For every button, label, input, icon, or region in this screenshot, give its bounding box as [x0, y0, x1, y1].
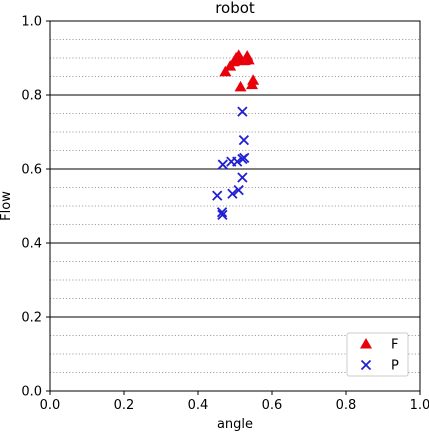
data-point-triangle	[234, 80, 247, 92]
x-tick-label: 0.4	[188, 398, 209, 413]
legend-marker-triangle	[360, 338, 372, 349]
data-point-x	[237, 172, 248, 183]
data-points	[212, 49, 260, 221]
x-tick-label: 0.0	[40, 398, 61, 413]
legend-label: F	[391, 338, 398, 353]
data-point-x	[226, 156, 237, 167]
plot-frame	[49, 20, 421, 392]
legend: FP	[346, 332, 409, 377]
data-point-x	[238, 135, 250, 146]
x-axis-title: angle	[217, 417, 253, 432]
legend-box	[346, 332, 409, 377]
legend-marker-x	[360, 359, 372, 371]
x-tick-label: 1.0	[410, 398, 429, 413]
axis-ticks: 0.0 0.2 0.4 0.6 0.8 1.0 0.0 0.2 0.4 0.6 0.8 1.0	[21, 15, 429, 414]
data-point-x	[233, 184, 244, 196]
series-P	[212, 106, 250, 221]
y-axis-title: Flow	[0, 191, 14, 221]
data-point-x	[212, 190, 223, 201]
x-tick-label: 0.8	[336, 398, 357, 413]
data-point-x	[239, 152, 250, 164]
y-tick-label: 0.8	[21, 89, 42, 104]
data-point-x	[216, 207, 228, 218]
legend-entry-F: F	[360, 338, 398, 353]
data-point-x	[237, 106, 248, 117]
data-point-triangle	[247, 74, 260, 85]
legend-label: P	[391, 359, 399, 374]
x-tick-label: 0.6	[262, 398, 283, 413]
data-point-x	[227, 188, 238, 199]
series-F	[219, 49, 260, 92]
x-tick-label: 0.2	[114, 398, 135, 413]
y-tick-label: 0.0	[21, 385, 42, 400]
y-tick-label: 0.6	[21, 163, 42, 178]
chart-title: robot	[215, 0, 255, 17]
data-point-x	[217, 159, 228, 170]
y-tick-label: 0.2	[21, 311, 42, 326]
data-point-triangle	[219, 65, 232, 77]
y-tick-label: 0.4	[21, 237, 42, 252]
y-tick-label: 1.0	[21, 15, 42, 30]
data-point-triangle	[242, 53, 255, 65]
legend-entry-P: P	[360, 359, 399, 374]
grid	[50, 39, 420, 373]
data-point-x	[217, 209, 228, 221]
